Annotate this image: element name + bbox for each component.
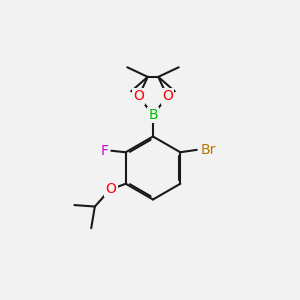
Text: Br: Br [200, 143, 216, 157]
Text: B: B [148, 108, 158, 122]
Text: O: O [133, 89, 144, 103]
Text: O: O [106, 182, 116, 196]
Text: O: O [162, 89, 173, 103]
Text: F: F [100, 144, 108, 158]
